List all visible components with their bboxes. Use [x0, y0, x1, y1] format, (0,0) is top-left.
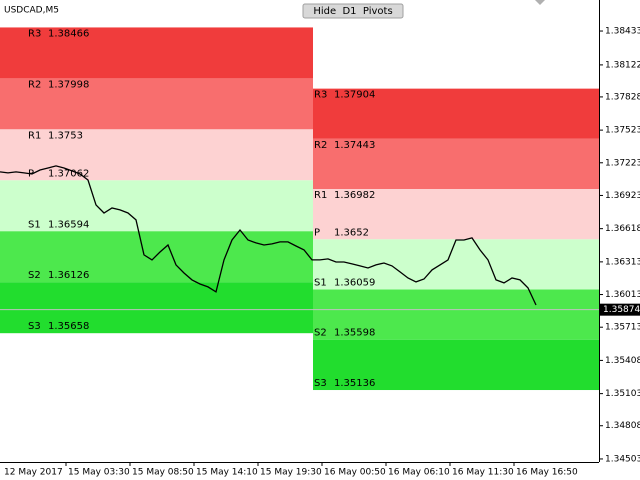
x-tick-label: 15 May 14:10 — [196, 468, 258, 478]
pivot-zone — [0, 78, 313, 130]
y-tick-label: 1.36923 — [605, 191, 640, 201]
pivot-zone — [313, 88, 599, 139]
x-tick-label: 15 May 03:30 — [68, 468, 130, 478]
pivot-name: R3 — [314, 90, 327, 101]
pivot-value: 1.35136 — [334, 378, 375, 389]
x-tick-label: 16 May 00:50 — [324, 468, 386, 478]
y-tick-label: 1.36618 — [605, 224, 640, 234]
pivot-zone — [313, 138, 599, 190]
pivot-zone — [313, 239, 599, 290]
y-tick-label: 1.37828 — [605, 92, 640, 102]
pivot-value: 1.36594 — [48, 219, 89, 230]
pivot-value: 1.36126 — [48, 270, 89, 281]
pivot-zone — [313, 189, 599, 240]
pivot-zone — [313, 289, 599, 340]
last-price-box — [600, 303, 640, 316]
y-tick-label: 1.38122 — [605, 60, 640, 70]
y-tick-label: 1.35713 — [605, 323, 640, 333]
pivot-name: S2 — [28, 270, 41, 281]
pivot-name: R3 — [28, 28, 41, 39]
y-tick-label: 1.34808 — [605, 421, 640, 431]
last-price-label: 1.35874 — [603, 305, 640, 315]
pivot-value: 1.36059 — [334, 278, 375, 289]
y-tick-label: 1.35103 — [605, 389, 640, 399]
y-tick-label: 1.34503 — [605, 454, 640, 464]
y-tick-label: 1.36013 — [605, 290, 640, 300]
pivot-zone — [0, 282, 313, 334]
x-tick-label: 12 May 2017 — [4, 468, 63, 478]
x-tick-label: 16 May 06:10 — [388, 468, 450, 478]
pivot-name: S3 — [28, 321, 41, 332]
pivot-name: S1 — [314, 278, 327, 289]
y-tick-label: 1.37523 — [605, 126, 640, 136]
x-tick-label: 16 May 11:30 — [452, 468, 514, 478]
pivot-value: 1.37998 — [48, 79, 89, 90]
x-tick-label: 15 May 19:30 — [260, 468, 322, 478]
pivot-value: 1.35658 — [48, 321, 89, 332]
y-tick-label: 1.35408 — [605, 356, 640, 366]
pivot-name: S3 — [314, 378, 327, 389]
pivot-value: 1.36982 — [334, 190, 375, 201]
pivot-value: 1.38466 — [48, 28, 89, 39]
pivot-name: R2 — [314, 140, 327, 151]
x-tick-label: 16 May 16:50 — [516, 468, 578, 478]
pivot-name: R2 — [28, 79, 41, 90]
button-label: Hide D1 Pivots — [313, 6, 392, 17]
x-tick-label: 15 May 08:50 — [132, 468, 194, 478]
pivot-zone — [313, 339, 599, 391]
button-face — [302, 3, 404, 19]
y-tick-label: 1.36313 — [605, 257, 640, 267]
pivot-zone — [0, 129, 313, 181]
pivot-name: P — [314, 227, 320, 238]
pivot-value: 1.3753 — [48, 130, 83, 141]
pivot-name: S1 — [28, 219, 41, 230]
y-tick-label: 1.38433 — [605, 27, 640, 37]
pivot-zone — [0, 231, 313, 283]
pivot-name: R1 — [28, 130, 41, 141]
y-tick-label: 1.37223 — [605, 158, 640, 168]
pivot-value: 1.37904 — [334, 90, 375, 101]
pivot-name: S2 — [314, 328, 327, 339]
pivot-value: 1.35598 — [334, 328, 375, 339]
pivot-value: 1.37443 — [334, 140, 375, 151]
hide-pivots-button[interactable]: Hide D1 Pivots — [302, 3, 404, 19]
pivot-value: 1.37062 — [48, 168, 89, 179]
scroll-marker — [535, 0, 545, 5]
price-line — [0, 165, 537, 306]
chart-title: USDCAD,M5 — [4, 6, 59, 16]
pivot-zone — [0, 180, 313, 232]
pivot-name: R1 — [314, 190, 327, 201]
pivot-zone — [0, 27, 313, 79]
pivot-value: 1.3652 — [334, 227, 369, 238]
